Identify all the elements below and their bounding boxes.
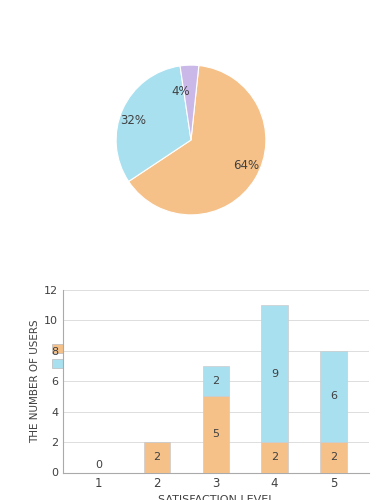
Bar (202, 396, 229, 472)
Text: 2: 2 (212, 376, 219, 386)
Text: 6: 6 (330, 392, 337, 402)
Text: 64%: 64% (233, 158, 259, 172)
Wedge shape (129, 66, 266, 215)
Bar (320, 442, 346, 472)
Text: 4%: 4% (172, 85, 190, 98)
X-axis label: SATISFACTION LEVEL: SATISFACTION LEVEL (158, 494, 274, 500)
Wedge shape (116, 66, 191, 182)
Y-axis label: THE NUMBER OF USERS: THE NUMBER OF USERS (30, 320, 40, 443)
Wedge shape (180, 65, 199, 140)
Text: 2: 2 (271, 452, 278, 462)
Bar (202, 366, 229, 396)
Bar (320, 351, 346, 442)
Text: 32%: 32% (121, 114, 147, 126)
Bar (144, 442, 170, 472)
Text: 9: 9 (271, 368, 278, 378)
Bar (261, 442, 288, 472)
Text: 2: 2 (330, 452, 337, 462)
Text: (a): (a) (182, 424, 200, 438)
Bar (261, 305, 288, 442)
Text: 5: 5 (212, 430, 219, 440)
Text: 2: 2 (154, 452, 160, 462)
Text: 0: 0 (95, 460, 102, 470)
Legend: Reasonable, Weird but understandable, Nonsensical reply: Reasonable, Weird but understandable, No… (48, 339, 334, 374)
